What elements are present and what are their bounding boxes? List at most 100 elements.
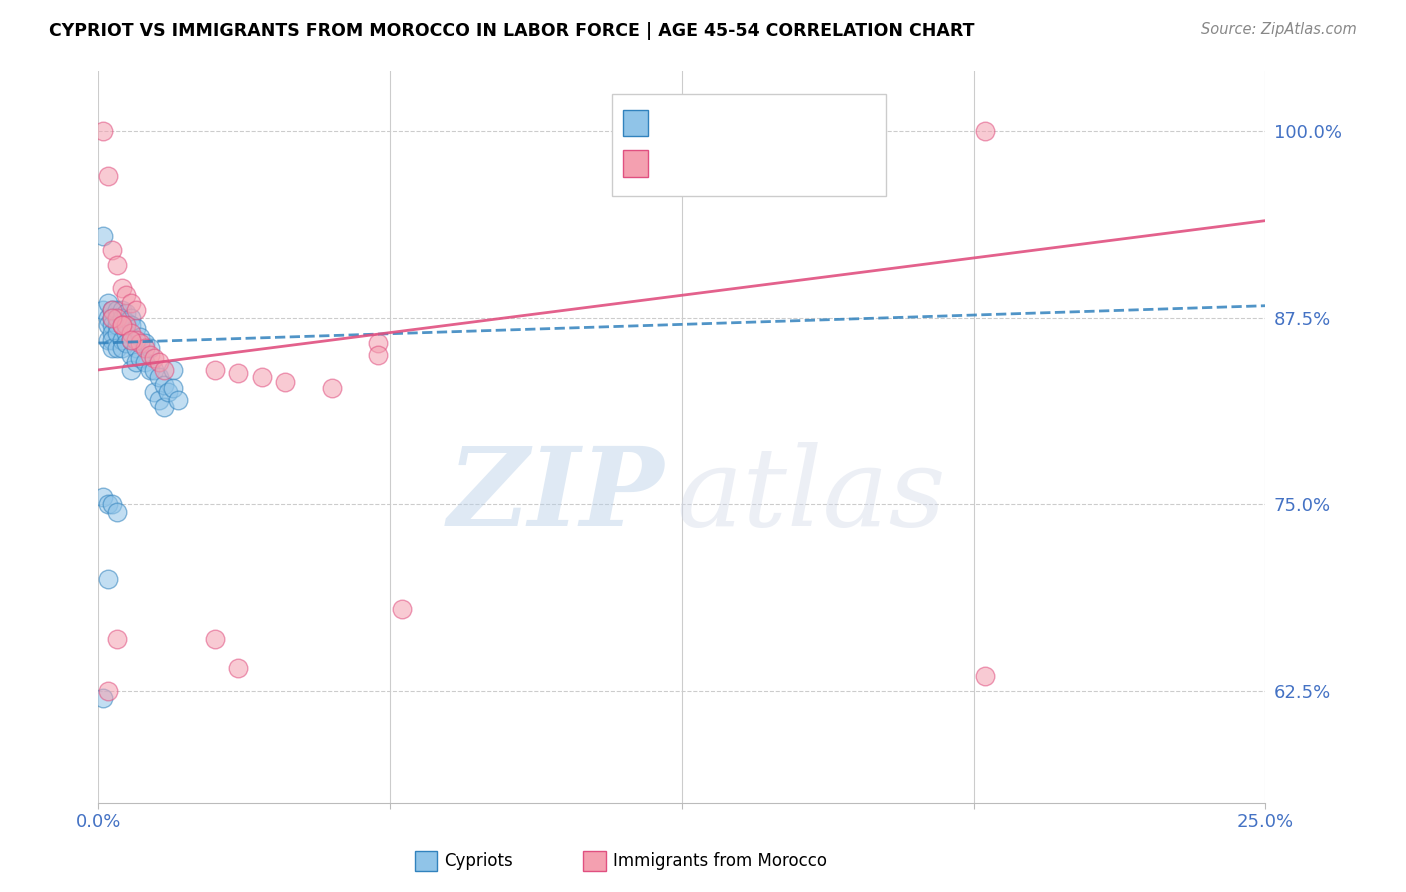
Point [120, 333, 142, 347]
Point [105, 310, 128, 325]
Text: Source: ZipAtlas.com: Source: ZipAtlas.com [1201, 22, 1357, 37]
Point [120, 326, 142, 340]
Point [125, 355, 148, 369]
Point [250, 370, 273, 384]
Text: R =: R = [658, 112, 692, 129]
Point [101, 244, 124, 258]
Point [91, 490, 114, 504]
Point [120, 295, 142, 310]
Text: R =: R = [658, 152, 692, 169]
Point [105, 341, 128, 355]
Point [105, 259, 128, 273]
Point [134, 341, 156, 355]
Point [125, 341, 148, 355]
Point [97, 572, 120, 586]
Text: N =: N = [763, 112, 797, 129]
Point [115, 336, 138, 351]
Point [120, 318, 142, 332]
Point [105, 318, 128, 332]
Point [129, 336, 152, 351]
Text: ZIP: ZIP [447, 442, 665, 549]
Point [101, 303, 124, 318]
Text: atlas: atlas [676, 442, 946, 549]
Point [101, 497, 124, 511]
Point [115, 315, 138, 329]
Point [148, 355, 170, 369]
Point [204, 632, 226, 646]
Point [97, 497, 120, 511]
Point [139, 348, 162, 362]
Point [974, 124, 997, 138]
Point [105, 303, 128, 318]
Point [143, 385, 166, 400]
Point [157, 385, 180, 400]
Point [105, 505, 128, 519]
Point [91, 124, 114, 138]
Point [129, 351, 152, 365]
Point [152, 401, 174, 415]
Point [391, 601, 413, 615]
Point [105, 326, 128, 340]
Point [134, 355, 156, 369]
Text: N =: N = [763, 152, 797, 169]
Point [166, 392, 188, 407]
Text: 0.032: 0.032 [703, 112, 759, 129]
Point [228, 366, 250, 380]
Point [152, 377, 174, 392]
Point [120, 348, 142, 362]
Point [274, 375, 297, 389]
Point [97, 169, 120, 183]
Text: 56: 56 [804, 112, 830, 129]
Point [120, 363, 142, 377]
Point [162, 363, 184, 377]
Point [115, 288, 138, 302]
Point [125, 333, 148, 347]
Point [120, 333, 142, 347]
Point [97, 318, 120, 332]
Point [101, 310, 124, 325]
Point [105, 310, 128, 325]
Point [125, 321, 148, 335]
Point [91, 691, 114, 706]
Point [101, 333, 124, 347]
Point [91, 303, 114, 318]
Point [101, 318, 124, 332]
Point [101, 303, 124, 318]
Point [115, 318, 138, 332]
Point [152, 363, 174, 377]
Point [143, 351, 166, 365]
Point [204, 363, 226, 377]
Point [97, 310, 120, 325]
Point [111, 341, 134, 355]
Point [97, 333, 120, 347]
Point [139, 363, 162, 377]
Text: Immigrants from Morocco: Immigrants from Morocco [613, 852, 827, 870]
Point [228, 661, 250, 675]
Point [321, 381, 343, 395]
Point [143, 363, 166, 377]
Text: CYPRIOT VS IMMIGRANTS FROM MOROCCO IN LABOR FORCE | AGE 45-54 CORRELATION CHART: CYPRIOT VS IMMIGRANTS FROM MOROCCO IN LA… [49, 22, 974, 40]
Point [111, 310, 134, 325]
Point [111, 303, 134, 318]
Point [111, 281, 134, 295]
Point [129, 330, 152, 344]
Point [115, 326, 138, 340]
Point [120, 310, 142, 325]
Point [367, 348, 389, 362]
Point [111, 333, 134, 347]
Point [105, 632, 128, 646]
Point [148, 370, 170, 384]
Point [101, 341, 124, 355]
Point [97, 295, 120, 310]
Point [134, 336, 156, 351]
Point [101, 310, 124, 325]
Point [97, 683, 120, 698]
Text: 37: 37 [804, 152, 830, 169]
Point [91, 228, 114, 243]
Point [111, 318, 134, 332]
Text: Cypriots: Cypriots [444, 852, 513, 870]
Point [111, 318, 134, 332]
Point [367, 336, 389, 351]
Point [111, 318, 134, 332]
Point [125, 303, 148, 318]
